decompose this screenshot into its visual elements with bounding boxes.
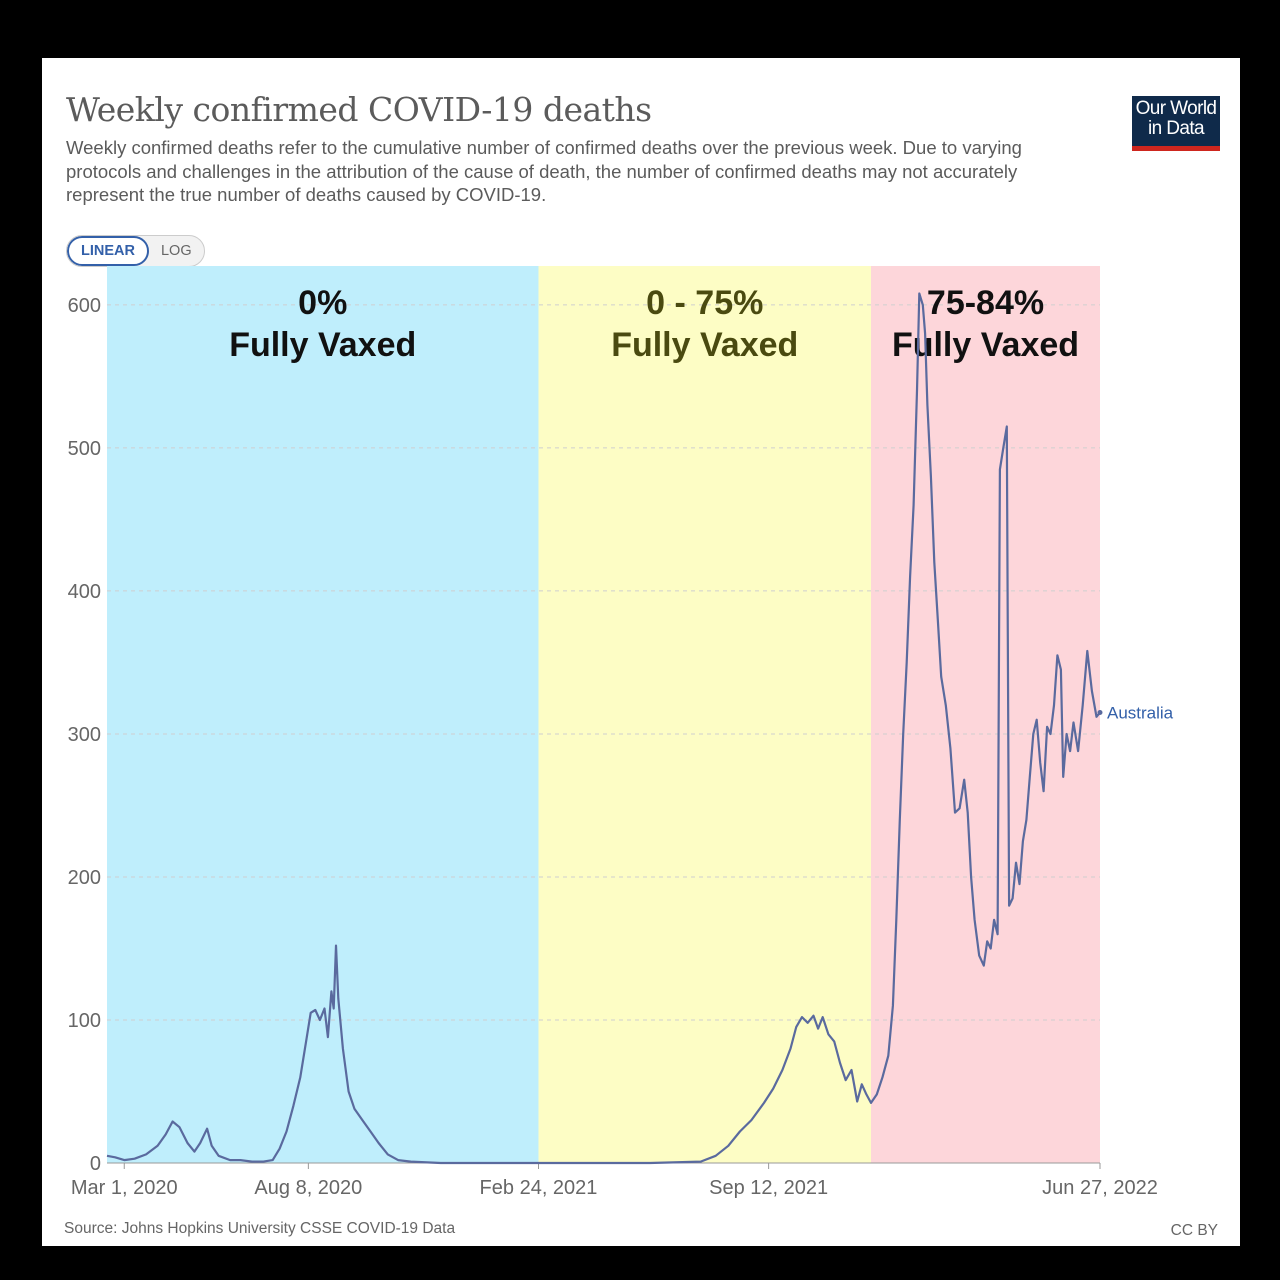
y-tick-label: 200 <box>68 867 101 889</box>
x-tick-label: Aug 8, 2020 <box>254 1177 362 1199</box>
band-label-top-1: 0 - 75% <box>646 284 763 322</box>
band-label-bottom-0: Fully Vaxed <box>229 326 416 364</box>
band-label-top-0: 0% <box>298 284 347 322</box>
x-tick-label: Jun 27, 2022 <box>1042 1177 1158 1199</box>
x-tick-label: Mar 1, 2020 <box>71 1177 178 1199</box>
band-label-bottom-1: Fully Vaxed <box>611 326 798 364</box>
chart-subtitle: Weekly confirmed deaths refer to the cum… <box>66 137 1022 205</box>
linear-scale-button[interactable]: LINEAR <box>67 236 149 266</box>
band-1 <box>538 266 872 1163</box>
y-tick-label: 600 <box>68 295 101 317</box>
y-tick-label: 400 <box>68 581 101 603</box>
log-scale-button[interactable]: LOG <box>160 243 192 259</box>
chart-title: Weekly confirmed COVID-19 deaths <box>66 90 652 129</box>
band-2 <box>871 266 1100 1163</box>
source-note[interactable]: Source: Johns Hopkins University CSSE CO… <box>64 1220 456 1237</box>
license-label[interactable]: CC BY <box>1170 1222 1218 1239</box>
band-0 <box>107 266 539 1163</box>
series-end-point <box>1097 710 1103 715</box>
series-line-australia <box>106 292 1101 1165</box>
x-tick-label: Sep 12, 2021 <box>709 1177 828 1199</box>
y-tick-label: 0 <box>90 1153 101 1175</box>
band-label-bottom-2: Fully Vaxed <box>892 326 1079 364</box>
y-tick-label: 300 <box>68 724 101 746</box>
series-label: Australia <box>1107 704 1174 723</box>
logo-line-2: in Data <box>1147 118 1205 139</box>
x-tick-label: Feb 24, 2021 <box>480 1177 598 1199</box>
y-tick-label: 100 <box>68 1010 101 1032</box>
band-label-top-2: 75-84% <box>927 284 1044 322</box>
y-tick-label: 500 <box>68 438 101 460</box>
logo-line-1: Our World <box>1135 98 1217 119</box>
owid-logo[interactable]: Our World in Data <box>1132 96 1220 151</box>
